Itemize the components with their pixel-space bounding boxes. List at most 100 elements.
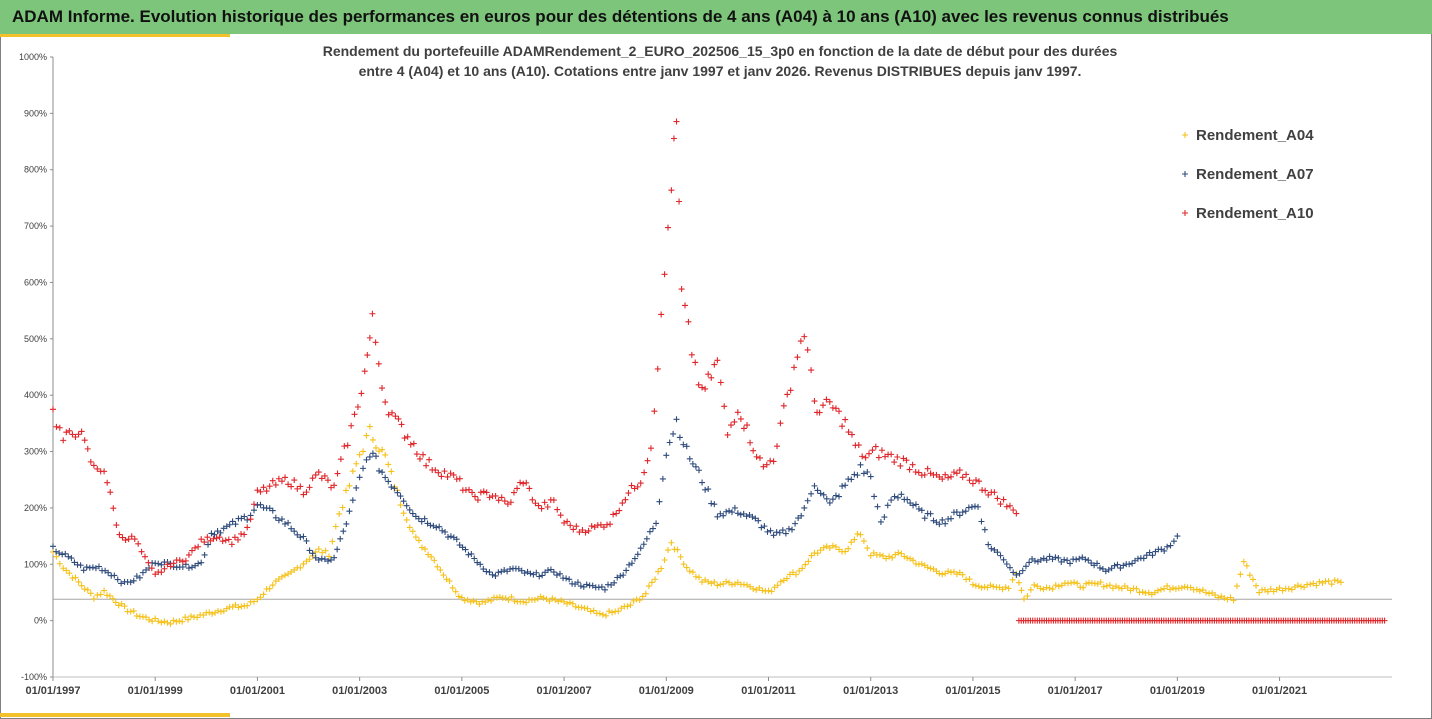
marker-rendement-a04 — [820, 544, 827, 551]
marker-rendement-a04 — [972, 582, 979, 589]
marker-rendement-a07 — [953, 509, 960, 516]
marker-rendement-a10 — [921, 471, 928, 478]
marker-rendement-a07 — [611, 579, 618, 586]
marker-rendement-a10 — [354, 403, 361, 410]
marker-rendement-a04 — [170, 617, 177, 624]
marker-rendement-a04 — [217, 608, 224, 615]
marker-rendement-a04 — [412, 534, 419, 541]
marker-rendement-a10 — [328, 484, 335, 491]
marker-rendement-a04 — [552, 596, 559, 603]
marker-rendement-a04 — [1316, 578, 1323, 585]
marker-rendement-a10 — [72, 433, 79, 440]
marker-rendement-a10 — [550, 497, 557, 504]
marker-rendement-a10 — [456, 475, 463, 482]
marker-rendement-a04 — [1178, 584, 1185, 591]
marker-rendement-a04 — [832, 543, 839, 550]
marker-rendement-a07 — [324, 558, 331, 565]
marker-rendement-a04 — [845, 545, 852, 552]
marker-rendement-a04 — [505, 596, 512, 603]
marker-rendement-a04 — [1103, 582, 1110, 589]
x-tick-label: 01/01/2019 — [1150, 685, 1205, 697]
marker-rendement-a10 — [647, 445, 654, 452]
marker-rendement-a04 — [1154, 587, 1161, 594]
marker-rendement-a07 — [714, 513, 721, 520]
marker-rendement-a04 — [796, 567, 803, 574]
marker-rendement-a07 — [842, 482, 849, 489]
marker-rendement-a07 — [915, 505, 922, 512]
marker-rendement-a10 — [991, 489, 998, 496]
marker-rendement-a10 — [774, 443, 781, 450]
marker-rendement-a10 — [375, 360, 382, 367]
marker-rendement-a04 — [996, 584, 1003, 591]
marker-rendement-a04 — [975, 583, 982, 590]
marker-rendement-a07 — [453, 536, 460, 543]
marker-rendement-a07 — [749, 513, 756, 520]
marker-rendement-a10 — [616, 507, 623, 514]
marker-rendement-a04 — [1046, 585, 1053, 592]
marker-rendement-a07 — [936, 521, 943, 528]
marker-rendement-a04 — [1202, 589, 1209, 596]
x-tick-label: 01/01/2005 — [434, 685, 489, 697]
marker-rendement-a04 — [127, 608, 134, 615]
marker-rendement-a07 — [1143, 552, 1150, 559]
marker-rendement-a04 — [618, 605, 625, 612]
marker-rendement-a07 — [486, 569, 493, 576]
marker-rendement-a04 — [1230, 597, 1237, 604]
marker-rendement-a04 — [437, 566, 444, 573]
marker-rendement-a07 — [761, 523, 768, 530]
chart-title-line2: entre 4 (A04) et 10 ans (A10). Cotations… — [359, 63, 1082, 79]
accent-bar-bottom — [0, 713, 230, 717]
y-tick-label: 1000% — [19, 52, 47, 62]
marker-rendement-a07 — [877, 518, 884, 525]
marker-rendement-a07 — [1146, 549, 1153, 556]
marker-rendement-a07 — [956, 512, 963, 519]
marker-rendement-a07 — [415, 515, 422, 522]
marker-rendement-a04 — [1276, 584, 1283, 591]
marker-rendement-a07 — [315, 556, 322, 563]
marker-rendement-a10 — [878, 447, 885, 454]
marker-rendement-a04 — [266, 585, 273, 592]
marker-rendement-a07 — [257, 501, 264, 508]
marker-rendement-a04 — [870, 549, 877, 556]
marker-rendement-a07 — [158, 561, 165, 568]
marker-rendement-a04 — [1279, 587, 1286, 594]
marker-rendement-a10 — [570, 526, 577, 533]
marker-rendement-a07 — [272, 514, 279, 521]
marker-rendement-a04 — [329, 538, 336, 545]
marker-rendement-a07 — [1174, 533, 1181, 540]
marker-rendement-a07 — [620, 572, 627, 579]
marker-rendement-a07 — [673, 416, 680, 423]
marker-rendement-a07 — [942, 520, 949, 527]
marker-rendement-a07 — [127, 579, 134, 586]
marker-rendement-a04 — [455, 593, 462, 600]
marker-rendement-a07 — [321, 556, 328, 563]
marker-rendement-a07 — [155, 560, 162, 567]
marker-rendement-a07 — [656, 498, 663, 505]
marker-rendement-a07 — [89, 564, 96, 571]
marker-rendement-a07 — [1073, 556, 1080, 563]
marker-rendement-a07 — [462, 546, 469, 553]
marker-rendement-a07 — [643, 535, 650, 542]
marker-rendement-a10 — [164, 561, 171, 568]
marker-rendement-a07 — [898, 491, 905, 498]
marker-rendement-a10 — [985, 491, 992, 498]
marker-rendement-a04 — [1193, 586, 1200, 593]
marker-rendement-a04 — [1240, 558, 1247, 565]
marker-rendement-a10 — [420, 451, 427, 458]
marker-rendement-a07 — [385, 478, 392, 485]
marker-rendement-a07 — [798, 512, 805, 519]
marker-rendement-a10 — [625, 490, 632, 497]
marker-rendement-a07 — [92, 565, 99, 572]
marker-rendement-a04 — [705, 578, 712, 585]
marker-rendement-a10 — [501, 498, 508, 505]
marker-rendement-a10 — [94, 465, 101, 472]
marker-rendement-a07 — [767, 527, 774, 534]
marker-rendement-a04 — [291, 566, 298, 573]
marker-rendement-a07 — [300, 533, 307, 540]
x-tick-label: 01/01/2013 — [843, 685, 898, 697]
marker-rendement-a04 — [1106, 582, 1113, 589]
marker-rendement-a10 — [344, 442, 351, 449]
marker-rendement-a04 — [1291, 584, 1298, 591]
marker-rendement-a07 — [1161, 547, 1168, 554]
marker-rendement-a04 — [1172, 585, 1179, 592]
